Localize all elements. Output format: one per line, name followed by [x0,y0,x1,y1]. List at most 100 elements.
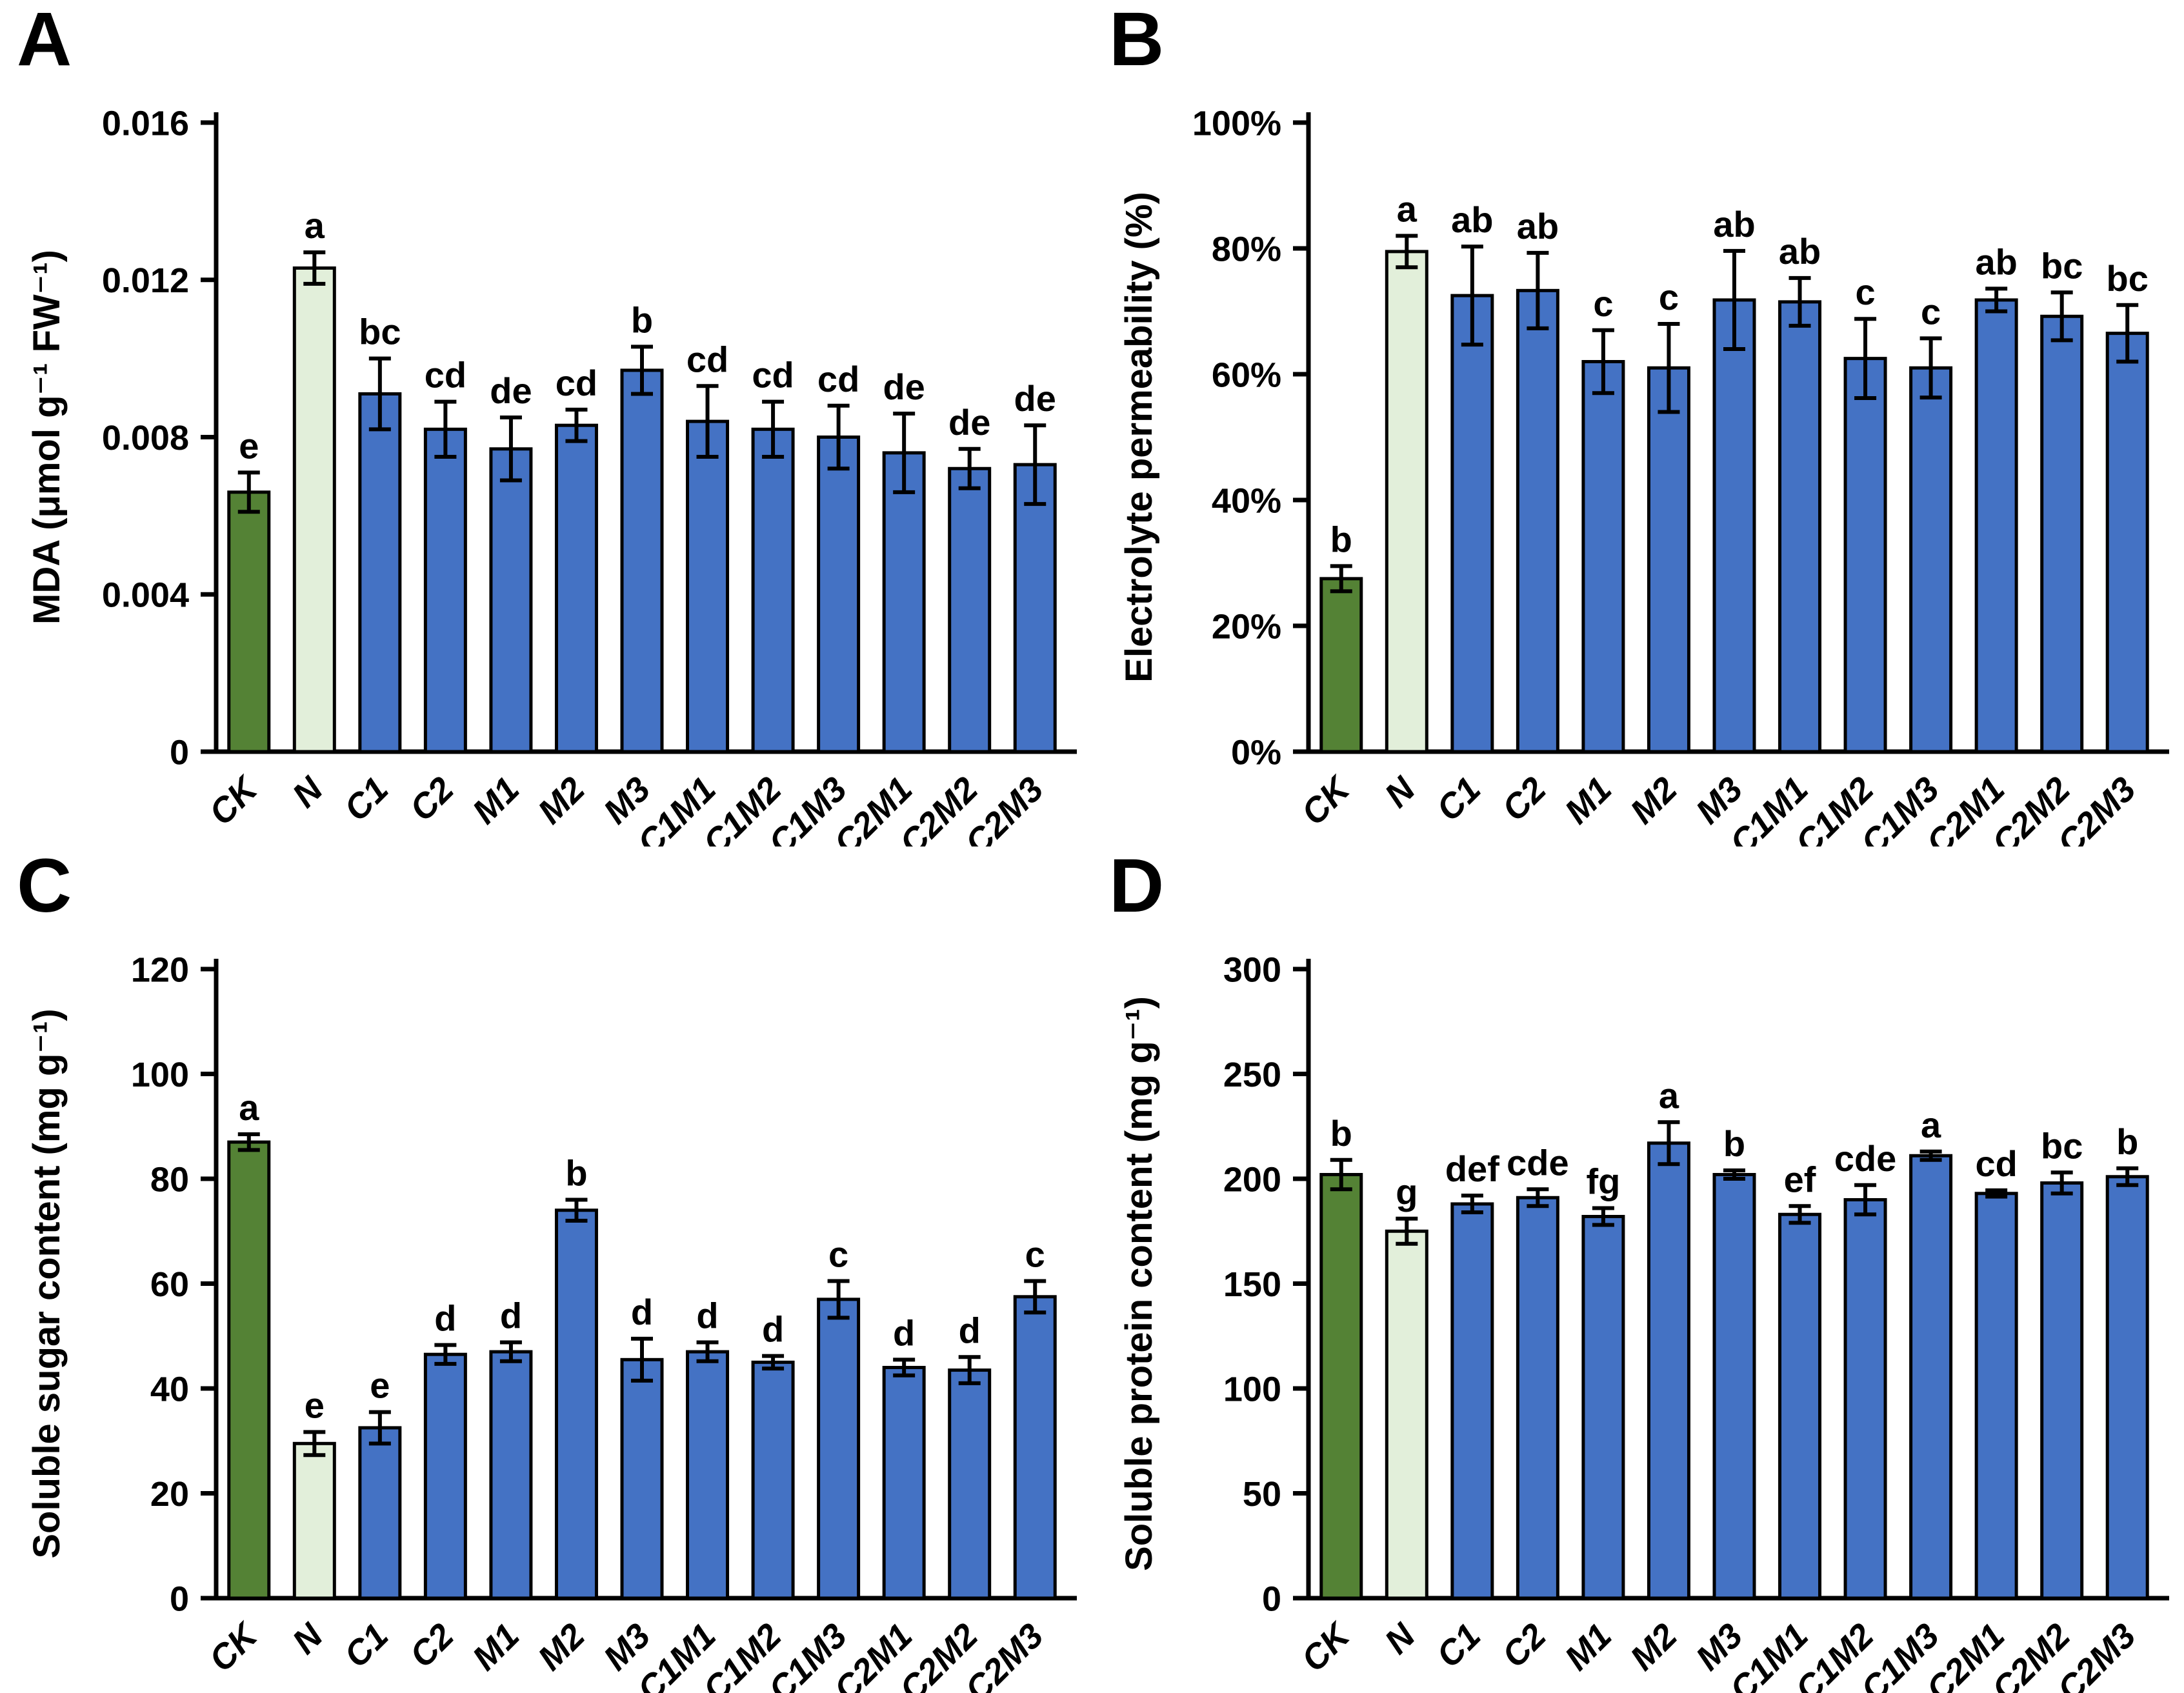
significance-letter: bc [2041,1125,2083,1166]
x-tick-label: CK [202,768,266,832]
bar [1909,1154,1953,1600]
significance-letter: d [696,1296,718,1336]
y-axis-title: MDA (μmol g⁻¹ FW⁻¹) [26,250,68,625]
y-tick-label: 0 [170,733,189,772]
y-tick-label: 150 [1223,1265,1281,1304]
significance-letter: a [1397,189,1418,230]
bar [1013,1295,1057,1600]
significance-letter: a [239,1087,259,1128]
y-axis-title: Electrolyte permeability (%) [1118,192,1160,683]
significance-letter: d [631,1292,653,1332]
x-tick-label: C2 [1495,1616,1554,1675]
x-tick-label: M2 [1623,1616,1684,1678]
x-tick-label: C2 [403,770,461,828]
significance-letter: de [883,366,925,407]
significance-letter: e [370,1365,390,1406]
y-tick-label: 200 [1223,1160,1281,1199]
significance-letter: de [490,370,532,411]
y-tick-label: 0.012 [102,261,189,300]
y-tick-label: 300 [1223,950,1281,989]
x-tick-label: CK [1294,1614,1359,1679]
x-tick-label: M1 [465,770,526,831]
y-tick-label: 0% [1231,733,1281,772]
x-tick-label: M1 [1558,1616,1619,1678]
bar [1516,1196,1559,1600]
x-tick-label: C1 [1429,770,1488,828]
significance-letter: ab [1451,199,1493,240]
bar [1778,1212,1822,1600]
significance-letter: e [305,1385,325,1425]
bar [1516,288,1559,754]
bar [1581,1215,1625,1600]
bar [358,392,402,754]
soluble-protein-bar-chart: 0 50 100 150 200 250 300 Soluble protein conten… [1118,950,2169,1693]
x-tick-label: C1 [337,1616,396,1675]
bar [1450,1202,1494,1600]
x-tick-label: N [1378,1616,1423,1661]
x-tick-label: M2 [530,770,592,831]
significance-letter: ef [1784,1159,1816,1199]
bar [1778,300,1822,754]
bar [489,1350,533,1600]
bar [489,447,533,754]
significance-letter: b [631,299,653,340]
significance-letter: cde [1834,1138,1897,1179]
bar [751,427,795,754]
bar [686,1350,730,1600]
bar [358,1426,402,1600]
panel-d: 0 50 100 150 200 250 300 Soluble protein conten… [1092,846,2184,1693]
significance-letter: a [305,205,325,246]
mda-bar-chart: 0 0.004 0.008 0.012 0.016 MDA (μmol g⁻¹ FW⁻¹)… [26,104,1077,846]
y-tick-label: 80% [1212,230,1281,268]
significance-letter: bc [2041,245,2083,286]
x-tick-label: M1 [1558,770,1619,831]
significance-letter: ab [1713,204,1755,245]
bar [1647,366,1690,754]
significance-letter: d [959,1310,981,1350]
bar [227,490,271,754]
bar [686,419,730,754]
bar [554,423,598,754]
significance-letter: cd [686,339,728,379]
y-tick-label: 60 [150,1265,189,1304]
significance-letter: c [828,1234,848,1274]
y-tick-label: 120 [131,950,189,989]
y-tick-label: 20% [1212,607,1281,646]
x-tick-label: C2 [403,1616,461,1675]
significance-letter: c [1855,272,1875,312]
bar [554,1208,598,1600]
significance-letter: cd [556,363,597,403]
significance-letter: c [1659,277,1679,317]
significance-letter: b [565,1153,587,1194]
significance-letter: bc [2107,258,2149,299]
bar [620,1357,664,1600]
panel-letter-c: C [17,843,72,928]
y-tick-label: 100% [1192,104,1281,143]
x-tick-label: C2 [1495,770,1554,828]
bar [2040,1181,2084,1600]
significance-letter: d [893,1312,915,1353]
y-tick-label: 80 [150,1160,189,1199]
bar [948,1368,992,1600]
bar [620,368,664,754]
bar [2105,1175,2149,1600]
bar [1581,360,1625,754]
y-tick-label: 100 [1223,1370,1281,1408]
bar [292,266,336,754]
bar [1909,366,1953,754]
panel-c: 0 20 40 60 80 100 120 Soluble sugar content (mg… [0,846,1092,1693]
bar [1450,294,1494,754]
bar [1843,1198,1887,1600]
significance-letter: c [1025,1234,1045,1274]
bar [948,466,992,754]
panel-letter-a: A [17,0,72,82]
electrolyte-permeability-bar-chart: 0% 20% 40% 60% 80% 100% Electrolyte permeabili… [1118,104,2169,846]
bar [1385,250,1428,754]
y-tick-label: 40% [1212,481,1281,520]
bar [751,1360,795,1600]
significance-letter: d [434,1298,456,1339]
panel-letter-b: B [1109,0,1165,82]
significance-letter: cd [817,359,859,399]
x-tick-label: CK [202,1614,266,1679]
